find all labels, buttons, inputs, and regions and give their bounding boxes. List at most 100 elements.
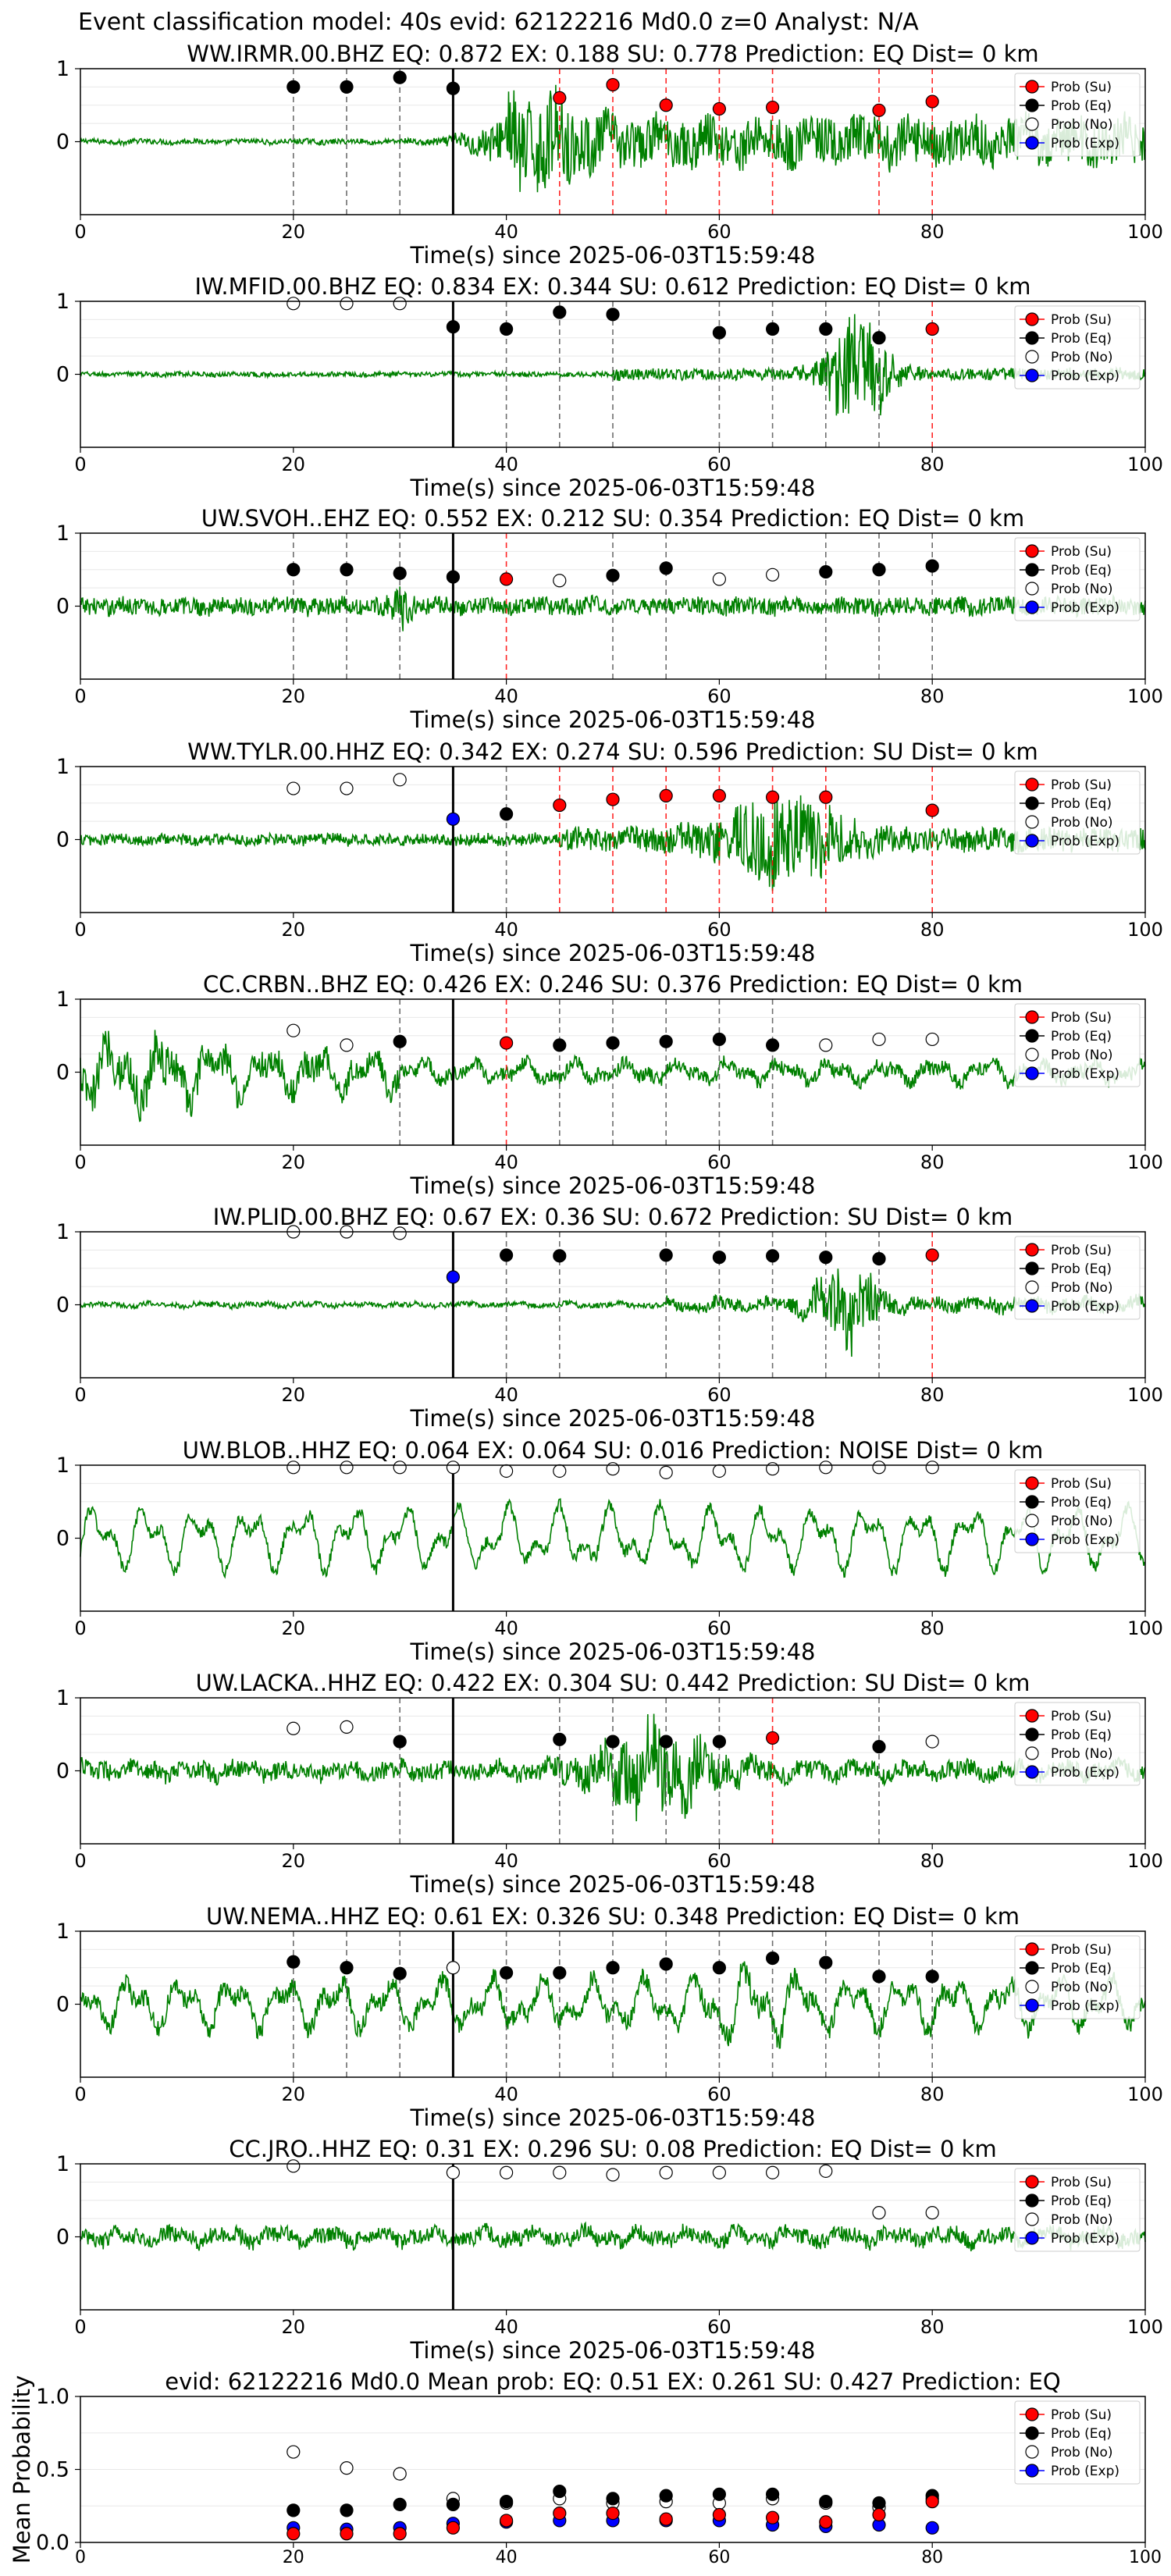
prob-point <box>340 1720 354 1734</box>
legend-frame <box>1014 2400 1141 2485</box>
legend-item: Prob (Su) <box>1020 1942 1112 1958</box>
legend-label: Prob (Exp) <box>1051 2231 1119 2247</box>
prob-point <box>819 564 833 579</box>
legend: Prob (Su) Prob (Eq) Prob (No) Prob (Exp) <box>1014 2400 1141 2485</box>
legend-label: Prob (Eq) <box>1051 98 1112 114</box>
legend-marker <box>1025 1514 1039 1528</box>
mean-prob-point <box>925 2521 939 2535</box>
prob-point <box>340 1961 354 1975</box>
legend-frame <box>1014 2168 1141 2252</box>
x-tick-label: 80 <box>920 454 945 475</box>
prob-point <box>340 563 354 577</box>
prob-point <box>712 2165 727 2179</box>
prob-point <box>499 1966 514 1980</box>
x-tick-label: 0 <box>74 221 86 243</box>
x-tick-label: 100 <box>1127 919 1163 941</box>
legend-marker <box>1025 582 1039 596</box>
panel-title: IW.MFID.00.BHZ EQ: 0.834 EX: 0.344 SU: 0… <box>194 273 1030 300</box>
legend-item: Prob (Exp) <box>1020 368 1119 384</box>
legend-label: Prob (Su) <box>1051 2175 1112 2190</box>
legend-item: Prob (Exp) <box>1020 834 1119 849</box>
panel: CC.JRO..HHZ EQ: 0.31 EX: 0.296 SU: 0.08 … <box>56 2136 1163 2364</box>
panel-title: UW.SVOH..EHZ EQ: 0.552 EX: 0.212 SU: 0.3… <box>201 505 1024 532</box>
waveform-trace <box>80 1961 1146 2049</box>
prob-point <box>712 326 727 340</box>
legend-item: Prob (No) <box>1020 2445 1113 2460</box>
x-tick-label: 60 <box>707 1151 731 1173</box>
x-tick-label: 60 <box>707 2316 731 2338</box>
legend-item: Prob (Su) <box>1020 1709 1112 1724</box>
prob-point <box>606 77 620 92</box>
prob-point <box>606 792 620 806</box>
legend-frame <box>1014 1702 1141 1786</box>
y-tick-label: 0 <box>56 363 69 387</box>
legend-item: Prob (Exp) <box>1020 1998 1119 2014</box>
legend-item: Prob (Eq) <box>1020 563 1112 578</box>
prob-point <box>765 2165 780 2179</box>
prob-point <box>606 2168 620 2182</box>
y-tick-label: 1 <box>56 521 69 546</box>
legend-marker <box>1025 312 1039 326</box>
mean-prob-point <box>393 2497 407 2511</box>
x-tick-label: 0 <box>74 919 86 941</box>
legend-marker <box>1025 2194 1039 2208</box>
mean-prob-point <box>393 2527 407 2541</box>
prob-point <box>499 1036 514 1050</box>
legend-item: Prob (Eq) <box>1020 1727 1112 1743</box>
legend-label: Prob (Eq) <box>1051 2426 1112 2442</box>
x-tick-label: 60 <box>707 454 731 475</box>
legend-frame <box>1014 73 1141 157</box>
legend-marker <box>1025 1980 1039 1994</box>
legend-marker <box>1025 331 1039 345</box>
prob-point <box>925 1969 939 1984</box>
legend-item: Prob (No) <box>1020 1980 1113 1995</box>
legend-label: Prob (Su) <box>1051 1010 1112 1026</box>
legend-item: Prob (Su) <box>1020 2407 1112 2423</box>
legend-item: Prob (Su) <box>1020 1476 1112 1492</box>
legend-item: Prob (Eq) <box>1020 796 1112 812</box>
prob-point <box>553 91 567 105</box>
prob-point <box>659 1465 673 1479</box>
prob-point <box>872 331 886 345</box>
x-tick-label: 60 <box>707 685 731 707</box>
series <box>287 2484 939 2517</box>
x-tick-label: 20 <box>282 1151 306 1173</box>
legend-marker <box>1025 1998 1039 2012</box>
legend-label: Prob (Eq) <box>1051 796 1112 812</box>
prob-point <box>393 1461 407 1475</box>
legend-item: Prob (Eq) <box>1020 98 1112 114</box>
x-axis-label: Time(s) since 2025-06-03T15:59:48 <box>410 242 816 269</box>
legend-marker <box>1025 350 1039 364</box>
mean-prob-point <box>499 2495 514 2509</box>
mean-prob-point <box>446 2521 461 2535</box>
legend: Prob (Su) Prob (Eq) Prob (No) Prob (Exp) <box>1014 770 1141 855</box>
panel-title: UW.LACKA..HHZ EQ: 0.422 EX: 0.304 SU: 0.… <box>196 1670 1030 1696</box>
prob-point <box>819 2164 833 2178</box>
legend-label: Prob (Eq) <box>1051 563 1112 578</box>
prob-point <box>446 570 461 584</box>
x-tick-label: 100 <box>1127 1384 1163 1406</box>
prob-point <box>712 1464 727 1478</box>
mean-prob-point <box>287 2527 301 2541</box>
prob-point <box>393 297 407 311</box>
legend-marker <box>1025 136 1039 150</box>
panel: UW.SVOH..EHZ EQ: 0.552 EX: 0.212 SU: 0.3… <box>56 505 1163 733</box>
x-tick-label: 60 <box>707 2083 731 2105</box>
prob-point <box>606 1735 620 1749</box>
prob-point <box>765 100 780 115</box>
legend-frame <box>1014 770 1141 855</box>
prob-point <box>393 773 407 787</box>
legend-label: Prob (Exp) <box>1051 368 1119 384</box>
prob-point <box>446 1961 461 1975</box>
y-tick-label: 0 <box>56 828 69 852</box>
prob-point <box>765 1731 780 1745</box>
panel-title: CC.CRBN..BHZ EQ: 0.426 EX: 0.246 SU: 0.3… <box>203 971 1023 998</box>
x-axis-label: Time(s) since 2025-06-03T15:59:48 <box>410 1172 816 1199</box>
x-axis-label: Time(s) since 2025-06-03T15:59:48 <box>410 475 816 501</box>
legend-marker <box>1025 1010 1039 1024</box>
legend: Prob (Su) Prob (Eq) Prob (No) Prob (Exp) <box>1014 2168 1141 2252</box>
x-tick-label: 40 <box>494 454 518 475</box>
panel: WW.IRMR.00.BHZ EQ: 0.872 EX: 0.188 SU: 0… <box>56 41 1163 269</box>
prob-point <box>872 1251 886 1266</box>
